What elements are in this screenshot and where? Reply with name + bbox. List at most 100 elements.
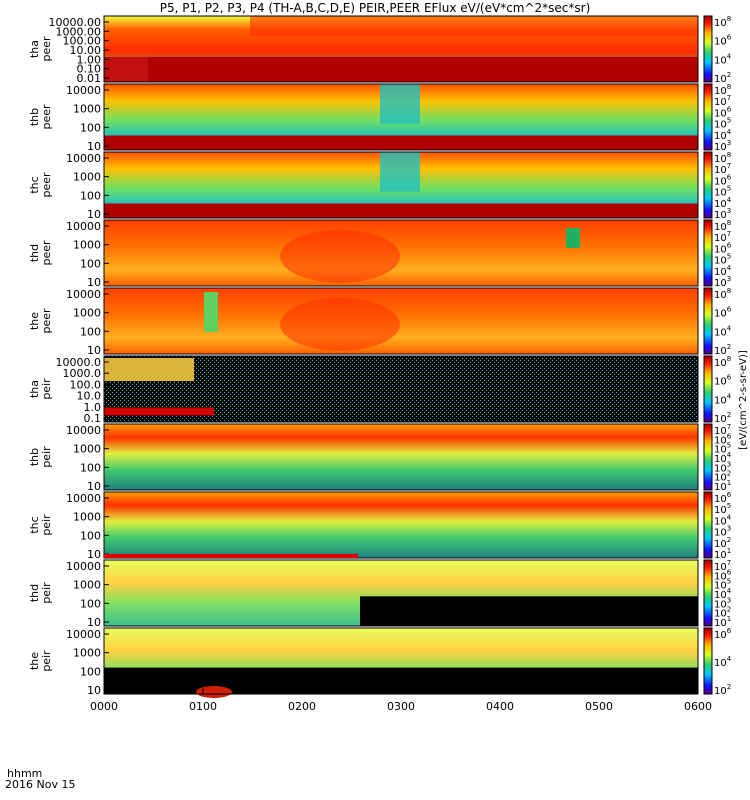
colorbar [703,151,713,219]
panel-frame [103,287,699,355]
y-tick-label: 0.01 [77,72,102,85]
colorbar-tick-label: 106 [714,306,732,320]
y-tick-label: 10 [87,480,101,493]
flux-gap [380,84,420,124]
spectrogram-fill [104,220,698,286]
y-tick-label: 1.00 [77,53,102,66]
y-tick-label: 10000.0 [56,356,102,369]
x-tick-label: 0200 [288,700,316,713]
colorbar-tick-label: 108 [714,15,731,29]
y-tick-label: 100 [80,597,101,610]
panel-frame [103,83,699,151]
colorbar-units-label: [eV/(cm^2-s-sr-eV)] [738,350,749,450]
colorbar [703,219,713,287]
low-energy-band-start [104,56,148,82]
panel-name-line1: thc [28,516,41,533]
y-tick-label: 1000.0 [63,367,102,380]
y-tick-label: 10.0 [77,390,102,403]
panel-ylabel: thb peer [28,104,53,130]
panel-ylabel: thd peer [28,240,53,266]
date-label: 2016 Nov 15 [5,778,76,791]
colorbar-tick-label: 104 [714,392,732,406]
panel-frame [103,355,699,423]
y-tick-label: 10 [87,276,101,289]
flux-gap [380,152,420,192]
colorbar-tick-label: 102 [714,683,731,697]
low-energy-band [104,407,214,416]
panel-name-line2: peir [40,378,53,400]
panel-name-line2: peer [40,104,53,130]
y-tick-label: 10000 [66,628,101,641]
y-tick-label: 0.1 [84,412,102,425]
panel-frame [103,423,699,491]
y-tick-label: 10000 [66,424,101,437]
panel-name-line2: peir [40,582,53,604]
y-tick-label: 1000 [73,511,101,524]
y-tick-label: 10.00 [70,44,102,57]
panel-name-line2: peer [40,172,53,198]
y-tick-label: 10000 [66,560,101,573]
y-tick-label: 10000.00 [49,16,102,29]
y-tick-label: 1000 [73,443,101,456]
colorbar-tick-label: 108 [714,287,731,301]
flux-feature [196,686,232,698]
panel-name-line1: the [28,312,41,330]
y-tick-label: 1000.00 [56,25,102,38]
y-tick-label: 1000 [73,171,101,184]
panel-name-line2: peer [40,240,53,266]
panel-frame [103,219,699,287]
y-tick-label: 100 [80,189,101,202]
y-tick-label: 10000 [66,288,101,301]
time-axis-label: hhmm [7,767,43,780]
panel-frame [103,15,699,83]
panel-name-line2: peir [40,514,53,536]
panel-name-line1: thb [28,448,41,466]
y-tick-label: 10 [87,208,101,221]
panel-name-line1: the [28,652,41,670]
panel-frame [103,151,699,219]
x-tick-label: 0000 [90,700,118,713]
panel-ylabel: the peer [28,308,53,334]
panel-name-line1: tha [28,40,41,58]
panel-ylabel: thd peir [28,582,53,604]
panel-name-line1: tha [28,380,41,398]
flux-region [104,358,194,382]
y-tick-label: 100 [80,461,101,474]
panel-name-line1: thc [28,176,41,193]
y-tick-label: 10 [87,548,101,561]
panel-name-line1: thb [28,108,41,126]
colorbar [703,83,713,151]
colorbar-tick-label: 108 [714,355,731,369]
y-tick-label: 0.10 [77,63,102,76]
flux-region [280,229,400,283]
y-tick-label: 100 [80,257,101,270]
low-energy-band [104,203,698,218]
flux-region [250,16,698,36]
x-tick-label: 0600 [684,700,712,713]
status-bar [104,554,358,558]
colorbar [703,287,713,355]
panel-ylabel: the peir [28,650,53,672]
y-tick-label: 10000 [66,220,101,233]
y-tick-label: 100 [80,121,101,134]
y-tick-label: 10 [87,344,101,357]
colorbar [703,627,713,695]
colorbar-units: [eV/(cm^2-s-sr-eV)] [738,350,749,450]
y-tick-label: 100.00 [63,35,102,48]
panel-ylabel: thc peer [28,172,53,198]
panel-ylabel: tha peer [28,36,53,62]
y-tick-label: 100 [80,665,101,678]
colorbar [703,355,713,423]
y-tick-label: 1000 [73,239,101,252]
panel-name-line1: thd [28,244,41,262]
panel-name-line2: peer [40,308,53,334]
x-tick-label: 0400 [486,700,514,713]
colorbar-tick-label: 104 [714,655,732,669]
